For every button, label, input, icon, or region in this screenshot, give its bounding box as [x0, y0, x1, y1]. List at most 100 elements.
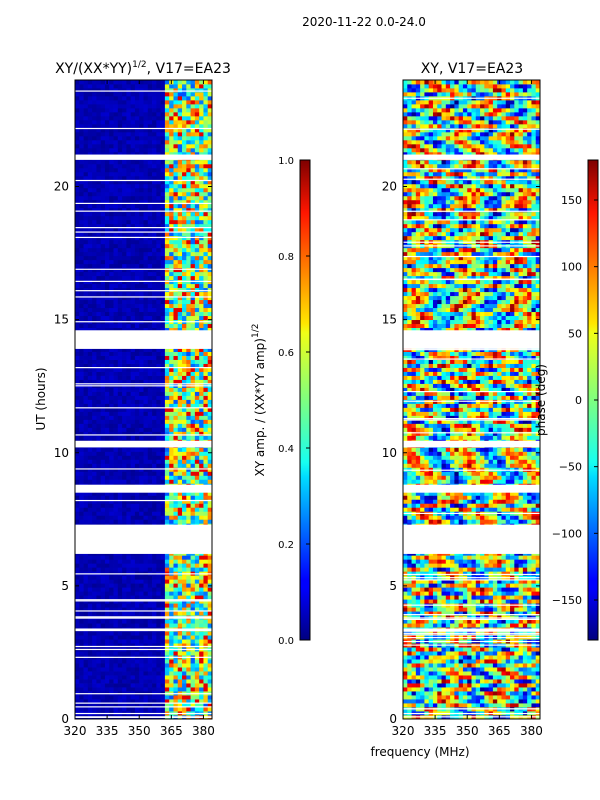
- heatmap-cell: [143, 679, 149, 684]
- heatmap-cell: [83, 567, 89, 572]
- heatmap-cell: [143, 643, 149, 648]
- heatmap-cell: [100, 303, 106, 309]
- heatmap-cell: [143, 471, 149, 476]
- heatmap-cell: [160, 463, 166, 468]
- heatmap-cell: [190, 391, 196, 396]
- heatmap-cell: [182, 387, 187, 392]
- heatmap-cell: [194, 415, 200, 420]
- heatmap-cell: [104, 423, 110, 428]
- heatmap-cell: [113, 287, 119, 293]
- heatmap-cell: [96, 495, 102, 500]
- heatmap-cell: [207, 123, 213, 129]
- heatmap-cell: [109, 563, 114, 568]
- heatmap-cell: [194, 675, 200, 680]
- heatmap-cell: [96, 683, 102, 688]
- heatmap-cell: [164, 171, 170, 177]
- heatmap-cell: [147, 387, 153, 392]
- heatmap-cell: [147, 427, 153, 432]
- heatmap-cell: [169, 687, 174, 692]
- heatmap-cell: [160, 511, 166, 516]
- heatmap-cell: [177, 499, 183, 504]
- heatmap-cell: [96, 575, 102, 580]
- heatmap-cell: [139, 519, 144, 524]
- heatmap-cell: [169, 499, 174, 504]
- heatmap-cell: [96, 515, 102, 520]
- heatmap-cell: [130, 303, 136, 309]
- heatmap-cell: [79, 387, 84, 392]
- heatmap-cell: [173, 175, 179, 181]
- heatmap-cell: [122, 363, 127, 368]
- heatmap-cell: [122, 287, 127, 293]
- heatmap-cell: [134, 411, 140, 416]
- heatmap-cell: [194, 607, 200, 612]
- amplitude-panel: XY/(XX*YY)1/2, V17=EA23 320 335 350 365 3800…: [34, 60, 231, 738]
- heatmap-cell: [203, 619, 209, 624]
- heatmap-cell: [207, 223, 213, 229]
- heatmap-cell: [83, 127, 89, 133]
- heatmap-cell: [173, 123, 179, 129]
- heatmap-cell: [173, 619, 179, 624]
- heatmap-cell: [203, 239, 209, 245]
- heatmap-cell: [203, 175, 209, 181]
- heatmap-cell: [186, 411, 191, 416]
- heatmap-cell: [207, 255, 213, 261]
- heatmap-cell: [156, 327, 162, 332]
- heatmap-cell: [194, 491, 200, 496]
- heatmap-cell: [122, 563, 127, 568]
- heatmap-cell: [79, 239, 84, 245]
- heatmap-cell: [199, 239, 204, 245]
- heatmap-cell: [96, 111, 102, 117]
- heatmap-cell: [113, 119, 119, 125]
- heatmap-cell: [173, 115, 179, 121]
- heatmap-cell: [173, 475, 179, 480]
- heatmap-cell: [113, 351, 119, 356]
- heatmap-cell: [130, 183, 136, 189]
- heatmap-cell: [160, 639, 166, 644]
- heatmap-cell: [194, 467, 200, 472]
- heatmap-cell: [160, 231, 166, 237]
- heatmap-cell: [130, 239, 136, 245]
- heatmap-cell: [109, 471, 114, 476]
- heatmap-cell: [152, 191, 157, 197]
- heatmap-cell: [83, 679, 89, 684]
- heatmap-cell: [190, 307, 196, 313]
- heatmap-cell: [113, 583, 119, 588]
- heatmap-cell: [186, 579, 191, 584]
- heatmap-cell: [156, 99, 162, 105]
- heatmap-cell: [139, 623, 144, 628]
- heatmap-cell: [182, 423, 187, 428]
- heatmap-cell: [122, 511, 127, 516]
- heatmap-cell: [113, 419, 119, 424]
- heatmap-cell: [139, 275, 144, 281]
- heatmap-cell: [130, 595, 136, 600]
- heatmap-cell: [143, 639, 149, 644]
- heatmap-cell: [156, 699, 162, 704]
- heatmap-cell: [92, 687, 97, 692]
- heatmap-cell: [160, 391, 166, 396]
- heatmap-cell: [186, 251, 191, 257]
- heatmap-cell: [207, 619, 213, 624]
- heatmap-cell: [169, 175, 174, 181]
- heatmap-cell: [199, 219, 204, 225]
- heatmap-cell: [207, 107, 213, 113]
- heatmap-cell: [199, 459, 204, 464]
- heatmap-cell: [104, 419, 110, 424]
- heatmap-cell: [134, 111, 140, 117]
- heatmap-cell: [190, 183, 196, 189]
- heatmap-cell: [100, 395, 106, 400]
- heatmap-cell: [75, 707, 80, 712]
- heatmap-cell: [87, 507, 93, 512]
- heatmap-cell: [169, 227, 174, 233]
- heatmap-cell: [169, 407, 174, 412]
- heatmap-cell: [147, 407, 153, 412]
- heatmap-cell: [126, 407, 132, 412]
- heatmap-cell: [126, 451, 132, 456]
- heatmap-cell: [83, 659, 89, 664]
- heatmap-cell: [104, 415, 110, 420]
- heatmap-cell: [160, 119, 166, 125]
- heatmap-cell: [156, 667, 162, 672]
- heatmap-cell: [130, 695, 136, 700]
- heatmap-cell: [177, 131, 183, 137]
- heatmap-cell: [109, 367, 114, 372]
- heatmap-cell: [199, 303, 204, 309]
